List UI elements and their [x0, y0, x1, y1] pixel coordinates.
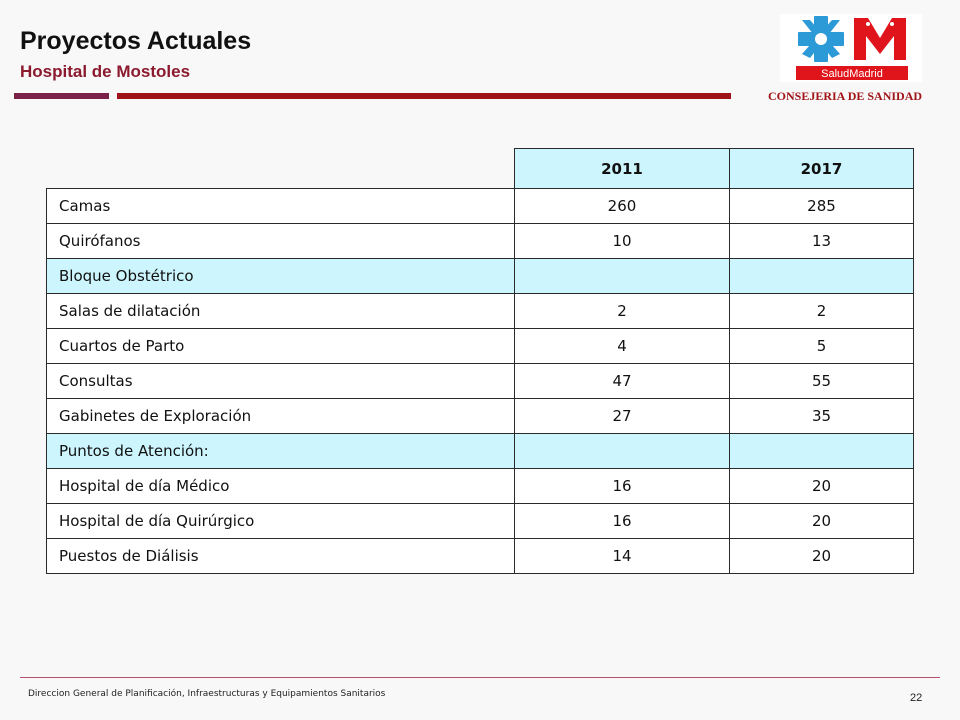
- value-2017: [729, 433, 914, 469]
- row-label: Hospital de día Quirúrgico: [46, 503, 515, 539]
- table-row: Quirófanos 10 13: [46, 223, 914, 259]
- slide-subtitle: Hospital de Mostoles: [20, 62, 191, 81]
- table-header-row: 2011 2017: [46, 148, 914, 189]
- stars-icon: [866, 22, 894, 26]
- value-2011: 27: [514, 398, 730, 434]
- table-section-row: Puntos de Atención:: [46, 433, 914, 469]
- table-row: Puestos de Diálisis 14 20: [46, 538, 914, 574]
- row-label: Puestos de Diálisis: [46, 538, 515, 574]
- organization-label: CONSEJERIA DE SANIDAD: [768, 89, 923, 103]
- slide-title: Proyectos Actuales: [20, 27, 252, 55]
- table-row: Gabinetes de Exploración 27 35: [46, 398, 914, 434]
- value-2011: 47: [514, 363, 730, 399]
- footer-rule: [20, 677, 940, 678]
- value-2017: 20: [729, 468, 914, 504]
- row-label: Puntos de Atención:: [46, 433, 515, 469]
- value-2011: [514, 258, 730, 294]
- row-label: Quirófanos: [46, 223, 515, 259]
- row-label: Hospital de día Médico: [46, 468, 515, 504]
- footer-text: Direccion General de Planificación, Infr…: [28, 689, 386, 699]
- cross-icon: [798, 16, 844, 62]
- value-2017: 20: [729, 538, 914, 574]
- table-row: Hospital de día Quirúrgico 16 20: [46, 503, 914, 539]
- value-2011: 16: [514, 468, 730, 504]
- row-label: Bloque Obstétrico: [46, 258, 515, 294]
- salud-madrid-logo: SaludMadrid: [780, 14, 922, 82]
- m-letter-icon: [854, 18, 906, 60]
- table-row: Hospital de día Médico 16 20: [46, 468, 914, 504]
- table-row: Consultas 47 55: [46, 363, 914, 399]
- value-2011: 2: [514, 293, 730, 329]
- table-row: Salas de dilatación 2 2: [46, 293, 914, 329]
- table-corner: [46, 148, 515, 189]
- value-2017: 13: [729, 223, 914, 259]
- logo-banner: [796, 66, 908, 80]
- value-2011: [514, 433, 730, 469]
- salud-madrid-logo-icon: SaludMadrid: [796, 16, 908, 80]
- table-row: Camas 260 285: [46, 188, 914, 224]
- page-number: 22: [910, 692, 923, 704]
- header-rule: [117, 93, 731, 99]
- column-header-2011: 2011: [514, 148, 730, 189]
- table-section-row: Bloque Obstétrico: [46, 258, 914, 294]
- value-2011: 260: [514, 188, 730, 224]
- row-label: Salas de dilatación: [46, 293, 515, 329]
- value-2017: 2: [729, 293, 914, 329]
- value-2011: 16: [514, 503, 730, 539]
- table-row: Cuartos de Parto 4 5: [46, 328, 914, 364]
- value-2017: 285: [729, 188, 914, 224]
- value-2011: 4: [514, 328, 730, 364]
- value-2017: [729, 258, 914, 294]
- header-rule-accent: [14, 93, 109, 99]
- row-label: Cuartos de Parto: [46, 328, 515, 364]
- row-label: Camas: [46, 188, 515, 224]
- logo-text: SaludMadrid: [821, 68, 883, 80]
- value-2017: 55: [729, 363, 914, 399]
- projects-table: 2011 2017 Camas 260 285 Quirófanos 10 13 Bloqu…: [46, 148, 914, 574]
- row-label: Consultas: [46, 363, 515, 399]
- row-label: Gabinetes de Exploración: [46, 398, 515, 434]
- value-2017: 5: [729, 328, 914, 364]
- value-2011: 10: [514, 223, 730, 259]
- value-2017: 20: [729, 503, 914, 539]
- value-2017: 35: [729, 398, 914, 434]
- column-header-2017: 2017: [729, 148, 914, 189]
- value-2011: 14: [514, 538, 730, 574]
